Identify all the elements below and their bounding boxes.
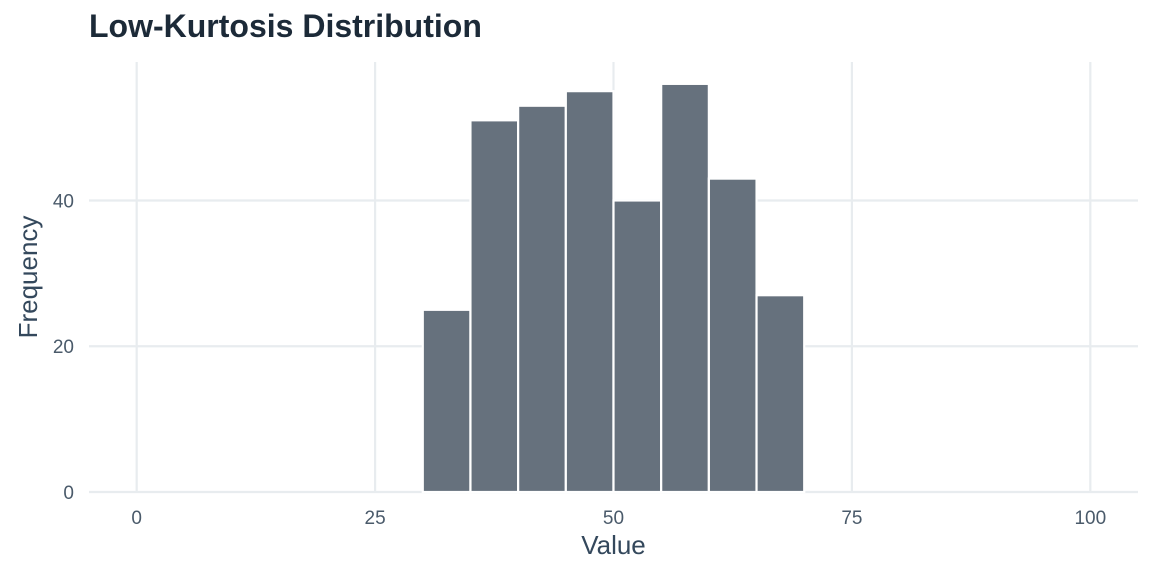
x-tick-label: 100 [1074,508,1106,529]
x-axis-title: Value [581,530,646,560]
histogram-bar [469,119,520,494]
y-tick-label: 0 [63,483,74,504]
chart-title: Low-Kurtosis Distribution [89,8,482,44]
x-tick-label: 0 [131,508,142,529]
histogram-bar [517,104,567,494]
y-tick-label: 40 [53,191,74,212]
histogram-bars [421,82,806,494]
y-axis-title: Frequency [13,216,43,339]
x-tick-label: 25 [365,508,386,529]
x-tick-label: 50 [603,508,624,529]
x-axis-ticks: 0 25 50 75 100 [131,508,1106,529]
histogram-bar [421,308,472,494]
y-axis-ticks: 0 20 40 [53,191,74,504]
y-tick-label: 20 [53,337,74,358]
histogram-bar [564,90,615,494]
histogram-bar [707,177,758,494]
histogram-bar [612,199,663,494]
histogram-bar [755,294,806,494]
x-tick-label: 75 [841,508,862,529]
histogram-bar [660,82,710,494]
